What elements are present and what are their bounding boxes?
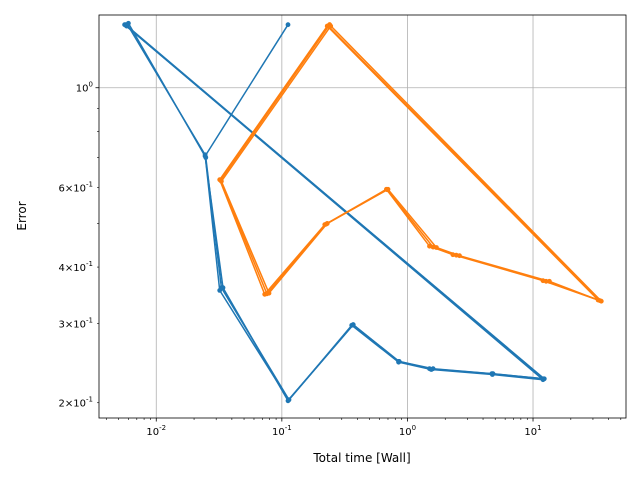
- y-tick-label: 100: [76, 81, 93, 95]
- y-tick-label: 6×10-1: [59, 181, 93, 195]
- data-point: [396, 359, 401, 365]
- plot-area: [99, 15, 626, 418]
- data-point: [540, 377, 546, 383]
- x-tick-label: 10-2: [146, 424, 166, 438]
- y-tick-label: 4×10-1: [59, 260, 93, 274]
- x-axis-label: Total time [Wall]: [312, 451, 410, 465]
- y-axis: 100 2×10-1 3×10-1 4×10-1 6×10-1: [59, 81, 99, 410]
- data-point: [349, 322, 355, 328]
- data-point: [323, 221, 329, 227]
- data-point: [285, 22, 291, 28]
- data-point: [384, 187, 390, 193]
- data-point: [597, 298, 603, 303]
- data-point: [490, 372, 495, 377]
- series-line: [219, 23, 601, 302]
- data-point: [218, 177, 223, 183]
- data-point: [547, 278, 552, 284]
- data-point: [219, 285, 224, 291]
- series-line: [125, 22, 544, 401]
- y-tick-label: 3×10-1: [59, 316, 93, 330]
- data-point: [124, 23, 129, 29]
- data-point: [264, 291, 270, 297]
- y-axis-label: Error: [15, 201, 29, 230]
- plot-frame: [98, 14, 627, 419]
- data-point: [286, 397, 292, 403]
- x-axis: 10-2 10-1 100 101: [105, 418, 622, 438]
- x-tick-label: 101: [524, 424, 541, 438]
- data-point: [326, 23, 331, 29]
- x-tick-label: 100: [399, 424, 416, 438]
- data-point: [203, 155, 209, 160]
- series-1: [122, 20, 547, 404]
- series-2: [217, 22, 604, 304]
- data-point: [430, 244, 436, 250]
- y-tick-label: 2×10-1: [59, 396, 93, 410]
- data-point: [453, 252, 459, 258]
- x-tick-label: 10-1: [272, 424, 292, 438]
- data-point: [428, 367, 434, 372]
- series-layer: [122, 20, 604, 404]
- data-point: [427, 243, 432, 249]
- series-line: [124, 23, 545, 401]
- data-point: [543, 278, 549, 284]
